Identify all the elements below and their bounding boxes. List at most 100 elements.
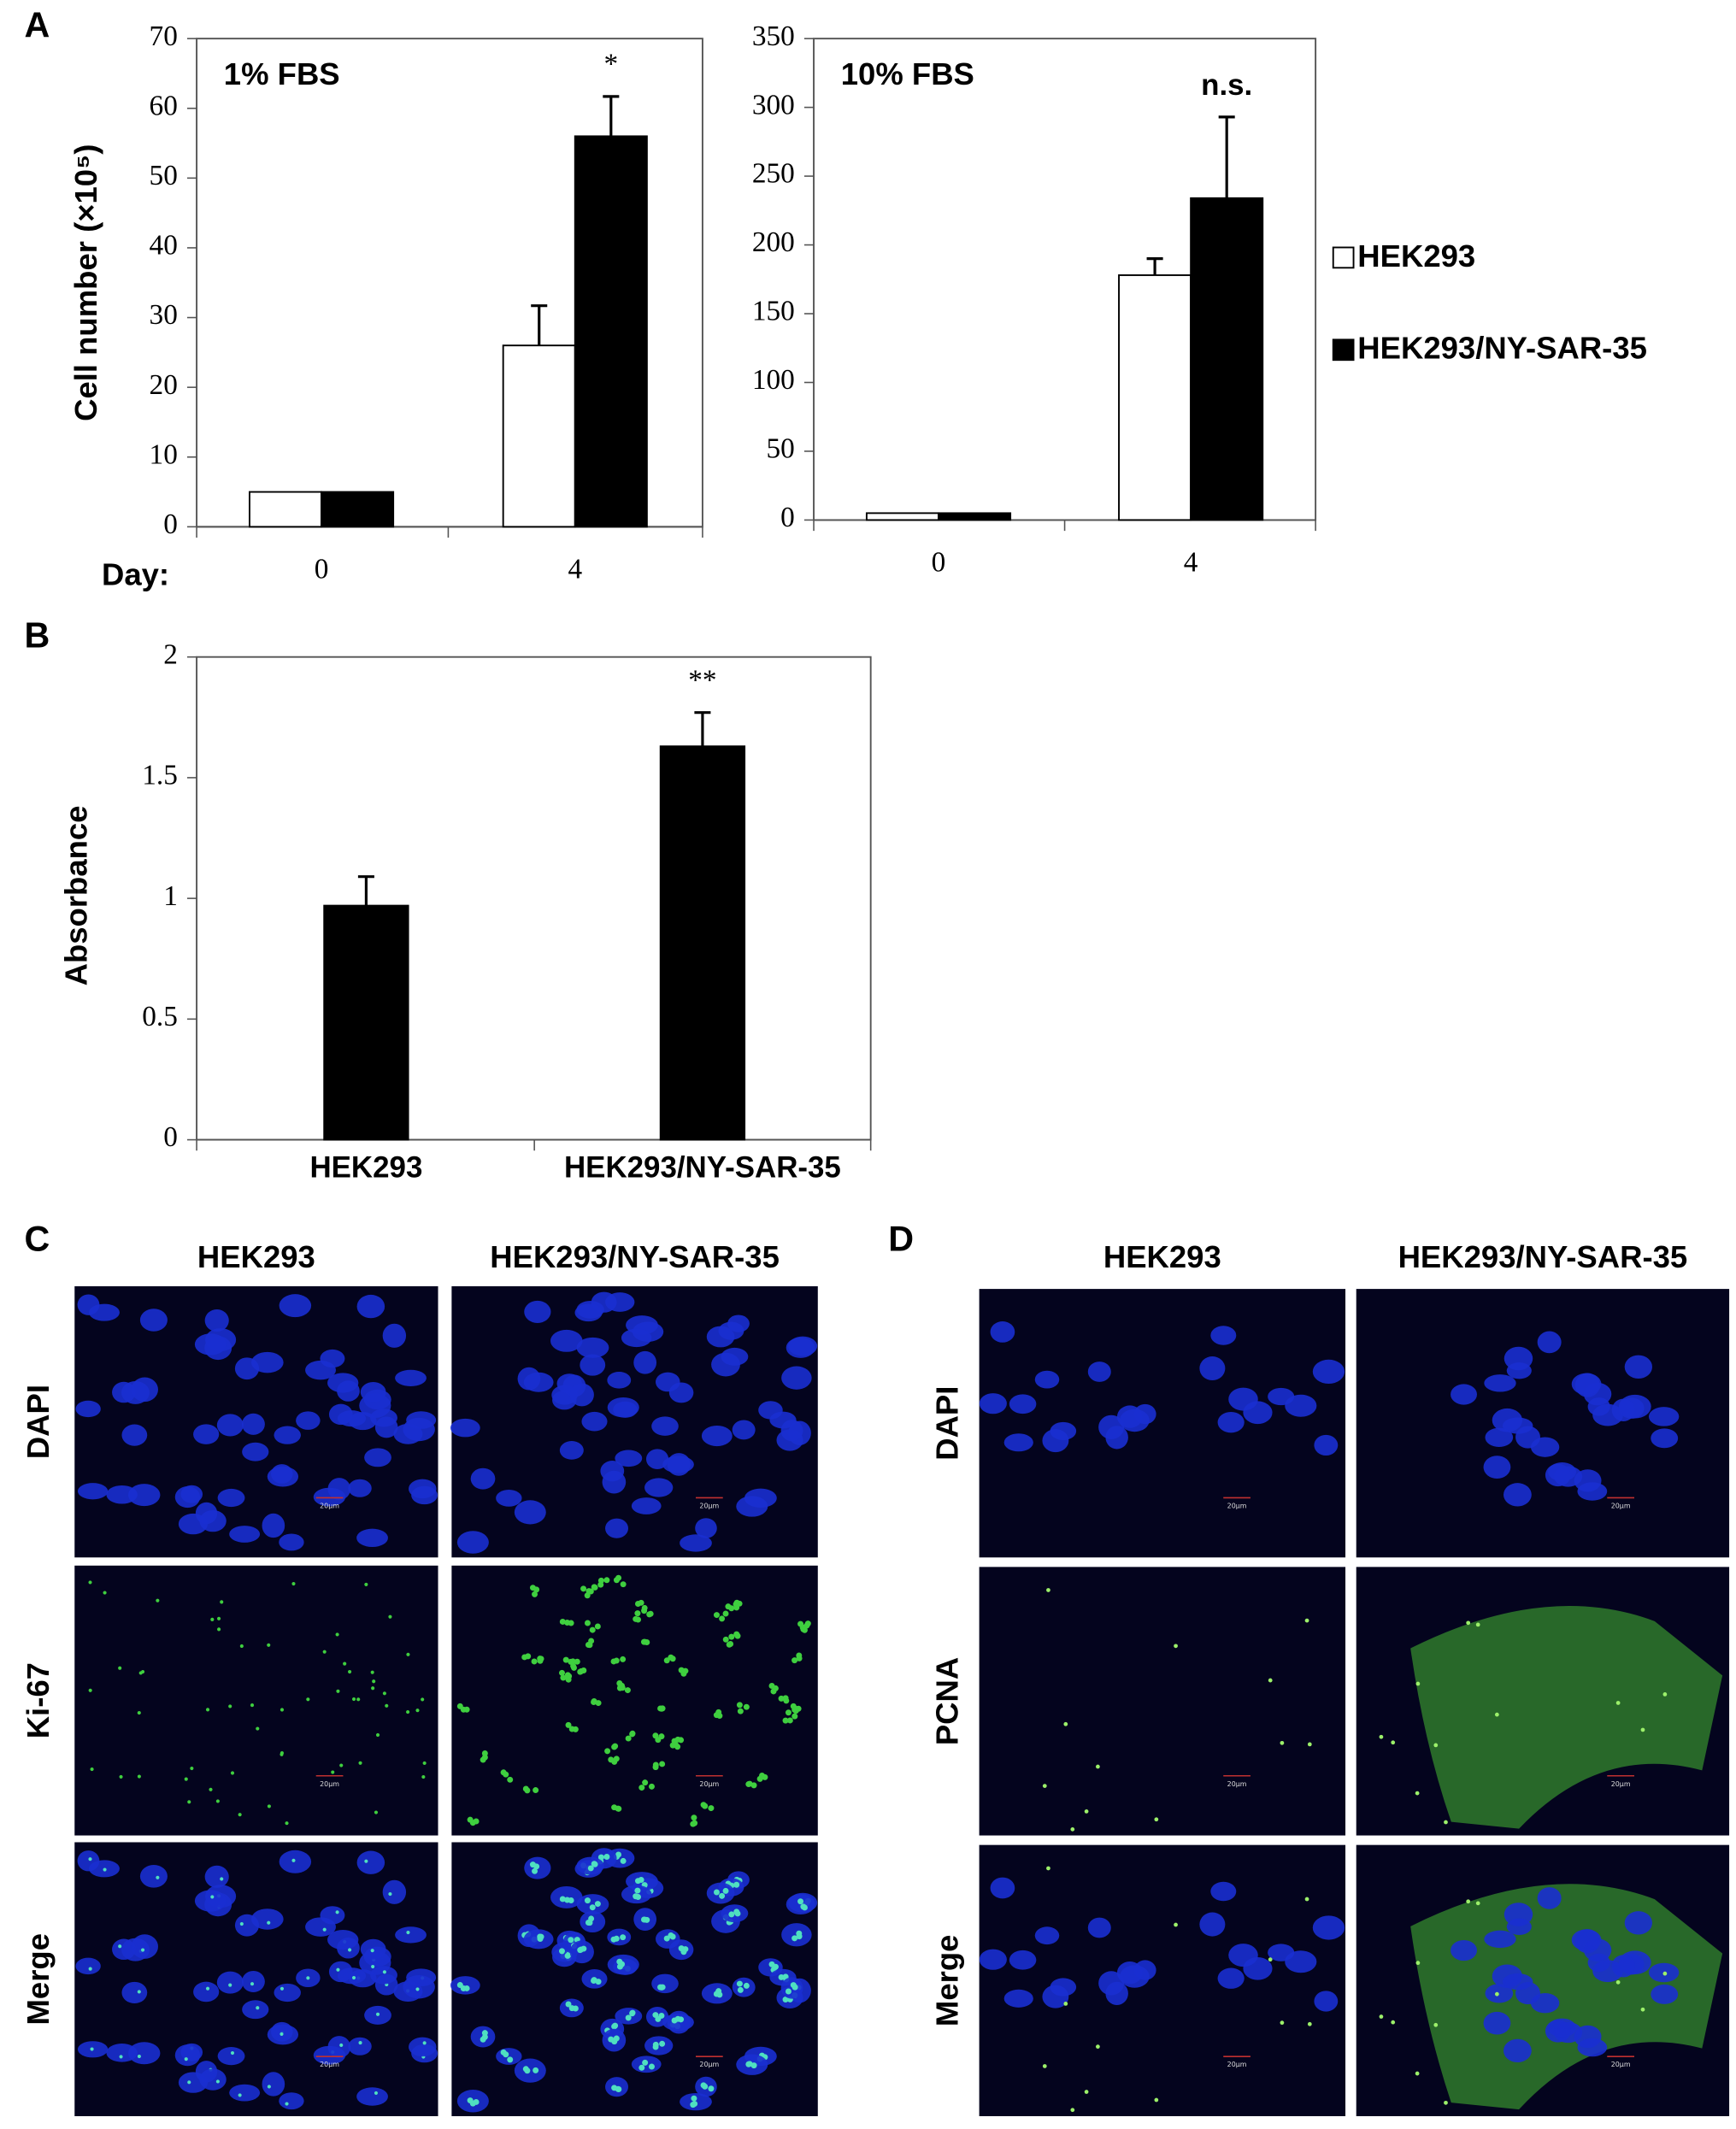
error-bar <box>357 875 374 906</box>
spot <box>589 1626 596 1633</box>
nucleus <box>204 1309 229 1332</box>
spot <box>733 1604 740 1611</box>
x-tick-label: HEK293 <box>309 1151 422 1185</box>
nucleus <box>559 1441 584 1460</box>
spot <box>1494 1712 1499 1717</box>
nucleus <box>128 2042 161 2065</box>
nucleus <box>631 1497 662 1514</box>
row-label: PCNA <box>929 1657 964 1745</box>
spot <box>722 1636 729 1643</box>
y-tick-label: 60 <box>150 90 178 121</box>
spot <box>1084 1809 1089 1814</box>
micrograph: 20μm <box>74 1842 438 2117</box>
nucleus <box>106 2044 138 2062</box>
nucleus <box>112 1381 136 1403</box>
scale-bar-label: 20μm <box>320 2061 339 2068</box>
spot <box>250 1982 255 1986</box>
spot <box>641 1604 648 1611</box>
y-tick-label: 250 <box>752 158 795 190</box>
spot <box>719 1615 726 1622</box>
nucleus <box>262 2072 285 2097</box>
row-label: DAPI <box>929 1386 964 1461</box>
spot <box>90 2047 94 2051</box>
spot <box>620 1656 627 1662</box>
panel-label: D <box>888 1219 914 1258</box>
spot <box>589 1904 596 1911</box>
nucleus <box>279 1294 312 1318</box>
micrograph: 20μm <box>1356 1567 1730 1836</box>
micrograph: 20μm <box>450 1285 818 1558</box>
spot <box>370 1670 374 1674</box>
spot <box>1415 1791 1420 1796</box>
nucleus <box>550 1329 583 1352</box>
scale-bar-label: 20μm <box>699 1502 719 1509</box>
spot <box>587 1588 594 1595</box>
spot <box>725 1603 732 1610</box>
bar <box>323 904 409 1141</box>
spot <box>625 1735 632 1742</box>
spot <box>558 1669 565 1676</box>
spot <box>1615 1701 1621 1705</box>
nucleus <box>370 1966 397 1985</box>
spot <box>267 2085 271 2089</box>
spot <box>335 1632 339 1637</box>
nucleus <box>1648 1407 1680 1426</box>
spot <box>608 1756 615 1763</box>
plot-frame <box>196 656 872 1141</box>
spot <box>580 1945 587 1952</box>
spot <box>644 1638 650 1645</box>
spot <box>507 1776 514 1783</box>
micrograph-bg <box>979 1844 1346 2117</box>
spot <box>756 1775 763 1782</box>
spot <box>1444 2100 1448 2105</box>
spot <box>351 1975 356 1980</box>
scale-bar-label: 20μm <box>1611 2061 1631 2068</box>
spot <box>728 1911 735 1918</box>
chart-title: 10% FBS <box>841 56 974 91</box>
spot <box>1063 1721 1068 1726</box>
nucleus <box>667 1453 691 1476</box>
nucleus <box>450 1418 480 1438</box>
nucleus <box>348 2037 372 2055</box>
y-tick-label: 2 <box>163 638 178 670</box>
nucleus <box>217 1488 245 1508</box>
spot <box>339 1763 344 1767</box>
spot <box>657 1984 664 1991</box>
nucleus <box>701 1425 733 1447</box>
spot <box>280 1986 285 1991</box>
spot <box>220 1877 224 1881</box>
nucleus <box>139 1309 168 1332</box>
spot <box>584 1592 591 1599</box>
spot <box>737 1986 744 1993</box>
spot <box>190 1766 194 1771</box>
significance: ** <box>688 664 716 696</box>
spot <box>537 1936 544 1943</box>
column-header: HEK293/NY-SAR-35 <box>490 1239 780 1274</box>
nucleus <box>1483 1456 1511 1479</box>
spot <box>343 1661 347 1666</box>
spot <box>1640 2007 1645 2012</box>
spot <box>460 1985 467 1991</box>
y-tick-label: 350 <box>752 21 795 52</box>
nucleus <box>403 1975 435 1999</box>
spot <box>220 1600 224 1604</box>
nucleus <box>1034 1370 1060 1389</box>
spot <box>591 1699 597 1705</box>
nucleus <box>1545 2020 1571 2043</box>
spot <box>1415 2071 1420 2076</box>
nucleus <box>1312 1359 1345 1385</box>
spot <box>422 1761 427 1766</box>
nucleus <box>77 1294 100 1315</box>
spot <box>137 2054 141 2059</box>
spot <box>228 1704 232 1708</box>
spot <box>727 1641 734 1647</box>
nucleus <box>780 1977 803 1999</box>
spot <box>800 1626 807 1632</box>
nucleus <box>356 1294 385 1319</box>
spot <box>205 1708 210 1712</box>
nucleus <box>241 1970 265 1993</box>
spot <box>280 2032 284 2036</box>
bar <box>1190 197 1264 521</box>
y-tick-label: 30 <box>150 299 178 331</box>
